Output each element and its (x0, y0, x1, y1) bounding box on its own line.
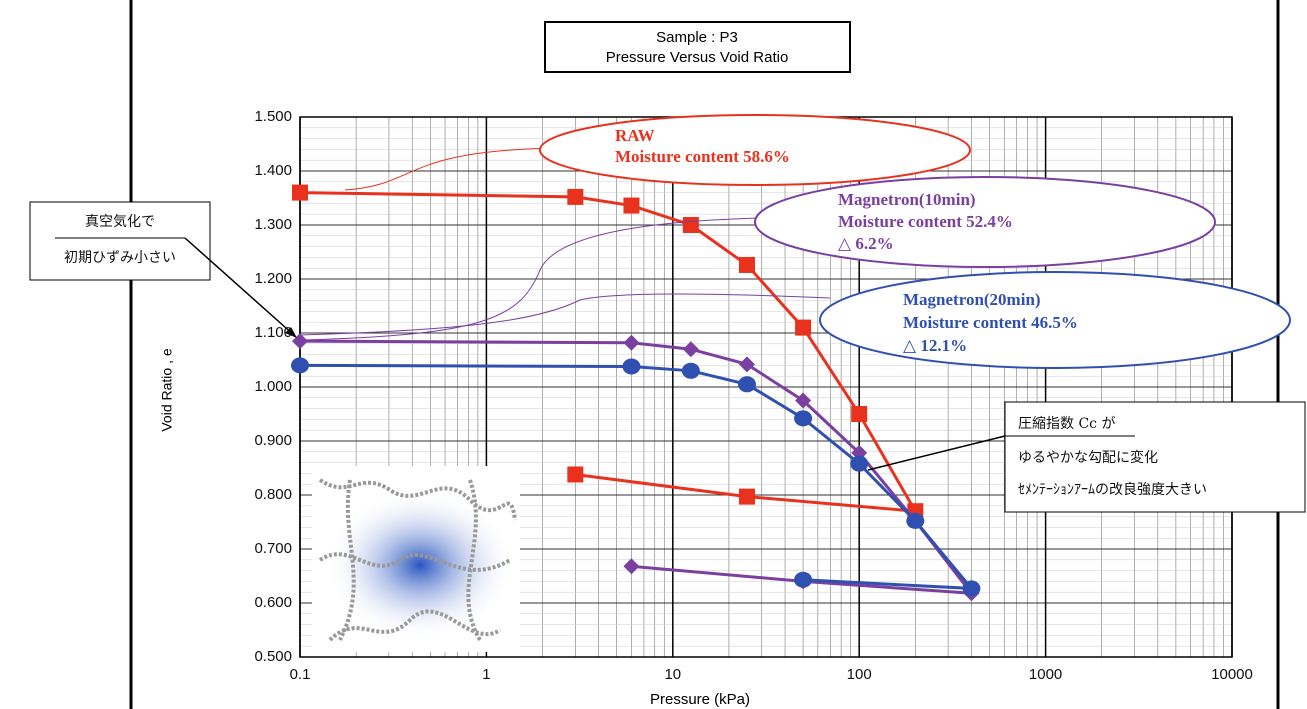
annotation: RAW (615, 126, 655, 145)
leader (299, 293, 831, 336)
leader (344, 147, 561, 191)
marker (851, 406, 868, 422)
inset-chains (318, 478, 517, 642)
marker (795, 392, 812, 409)
marker (962, 580, 981, 597)
annotation: Moisture content 46.5% (903, 313, 1078, 332)
arrow-head (285, 327, 297, 338)
annotation: 圧縮指数 Cc が (1018, 416, 1115, 432)
y-tick-label: 0.800 (254, 486, 292, 503)
cloud (819, 271, 1291, 369)
y-tick-label: 0.600 (254, 594, 292, 611)
arrow (184, 237, 296, 337)
annotation: Moisture content 58.6% (615, 147, 790, 166)
cloud (754, 176, 1216, 268)
annotation: Moisture content 52.4% (838, 212, 1013, 231)
marker (291, 357, 309, 374)
cloud (539, 114, 971, 186)
marker (738, 356, 755, 373)
x-tick-label: 10000 (1211, 666, 1253, 683)
marker (850, 455, 869, 472)
y-tick-label: 0.900 (254, 432, 292, 449)
y-tick-label: 1.000 (254, 378, 292, 395)
x-tick-label: 1000 (1029, 666, 1062, 683)
annotation: Magnetron(10min) (838, 190, 976, 209)
marker (567, 466, 584, 483)
inset-image (312, 466, 520, 652)
marker (794, 571, 813, 588)
annotation: ｾﾒﾝﾃｰｼｮﾝｱｰﾑの改良強度大きい (1018, 482, 1207, 498)
x-axis-label: Pressure (kPa) (650, 691, 750, 708)
series-line (299, 339, 975, 596)
y-tick-label: 1.200 (254, 270, 292, 287)
y-tick-label: 1.500 (254, 108, 292, 125)
arrow (867, 435, 1006, 471)
marker (567, 188, 584, 205)
title-box (544, 21, 851, 73)
marker (682, 341, 699, 358)
marker (681, 362, 700, 379)
marker (623, 334, 640, 351)
marker (794, 410, 813, 427)
x-tick-label: 10 (664, 666, 681, 683)
y-axis-label: Void Ratio , e (159, 348, 175, 431)
note-box (29, 201, 211, 281)
marker (795, 319, 812, 336)
chart-title: Pressure Versus Void Ratio (606, 49, 789, 66)
marker (682, 217, 699, 233)
marker (738, 488, 755, 505)
note-box (1004, 401, 1306, 513)
x-tick-label: 1 (482, 666, 490, 683)
annotation: △ 6.2% (838, 234, 894, 253)
marker (292, 184, 308, 201)
marker (906, 512, 925, 529)
x-tick-label: 0.1 (290, 666, 311, 683)
y-tick-label: 1.100 (254, 324, 292, 341)
annotation: △ 12.1% (903, 336, 967, 355)
marker (623, 558, 640, 575)
annotation: Magnetron(20min) (903, 290, 1041, 309)
y-tick-label: 0.500 (254, 648, 292, 665)
inset-glow (325, 490, 515, 640)
y-tick-label: 1.400 (254, 162, 292, 179)
y-tick-label: 1.300 (254, 216, 292, 233)
y-tick-label: 0.700 (254, 540, 292, 557)
leader (299, 217, 761, 341)
chart-title: Sample : P3 (656, 29, 738, 46)
annotation: 初期ひずみ小さい (64, 249, 176, 266)
marker (737, 376, 756, 393)
marker (738, 256, 755, 273)
annotation: ゆるやかな勾配に変化 (1018, 449, 1158, 466)
marker (623, 197, 640, 214)
marker (622, 358, 641, 375)
annotation: 真空気化で (85, 214, 155, 230)
x-tick-label: 100 (847, 666, 872, 683)
